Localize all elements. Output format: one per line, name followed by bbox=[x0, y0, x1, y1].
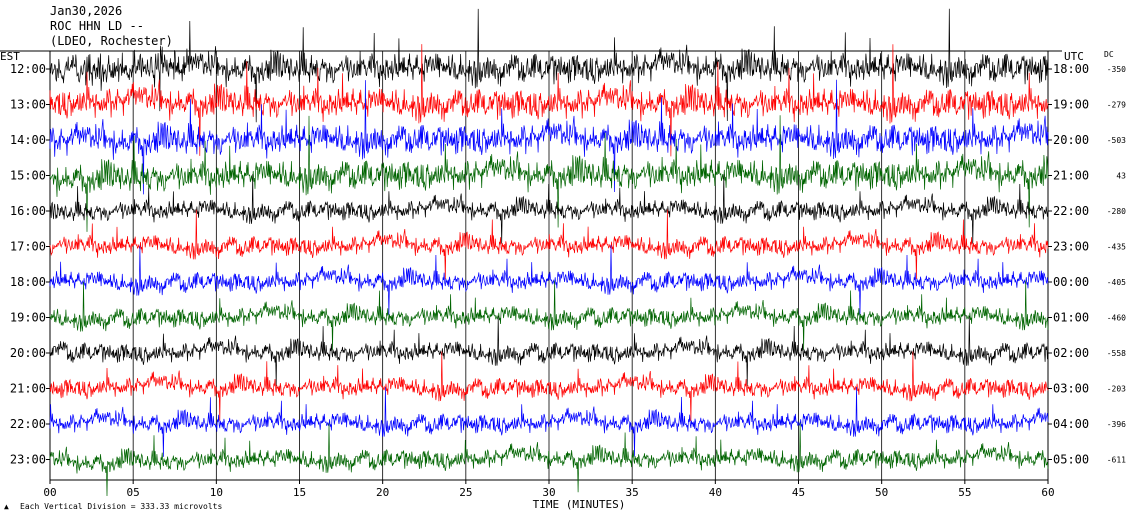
x-tick-label-35: 35 bbox=[626, 486, 639, 499]
trace-18:00 bbox=[49, 245, 1049, 315]
trace-17:00 bbox=[49, 209, 1049, 280]
utc-label-01:00: 01:00 bbox=[1053, 311, 1089, 325]
est-label-18:00: 18:00 bbox=[10, 275, 46, 289]
x-tick-label-00: 00 bbox=[43, 486, 56, 499]
utc-label-19:00: 19:00 bbox=[1053, 98, 1089, 112]
est-label-20:00: 20:00 bbox=[10, 346, 46, 360]
trace-20:00 bbox=[49, 315, 1049, 386]
est-label-14:00: 14:00 bbox=[10, 133, 46, 147]
trace-19:00 bbox=[49, 280, 1049, 351]
trace-15:00 bbox=[49, 115, 1049, 232]
date-label: Jan30,2026 bbox=[50, 4, 123, 18]
trace-14:00 bbox=[49, 79, 1049, 195]
x-tick-label-55: 55 bbox=[958, 486, 971, 499]
x-tick-label-40: 40 bbox=[709, 486, 722, 499]
utc-label-05:00: 05:00 bbox=[1053, 453, 1089, 467]
dc-value-3: 43 bbox=[1116, 172, 1126, 181]
trace-23:00 bbox=[49, 422, 1049, 497]
dc-value-1: -279 bbox=[1107, 101, 1126, 110]
scale-mark-icon: ▲ bbox=[4, 502, 9, 511]
dc-value-4: -280 bbox=[1107, 207, 1126, 216]
utc-label-02:00: 02:00 bbox=[1053, 346, 1089, 360]
utc-label-22:00: 22:00 bbox=[1053, 204, 1089, 218]
station-label: ROC HHN LD -- bbox=[50, 19, 144, 33]
trace-21:00 bbox=[49, 351, 1049, 422]
dc-value-6: -405 bbox=[1107, 278, 1126, 287]
utc-axis-title: UTC bbox=[1064, 50, 1084, 63]
dc-value-0: -350 bbox=[1107, 65, 1126, 74]
dc-value-11: -611 bbox=[1107, 456, 1126, 465]
x-tick-label-20: 20 bbox=[376, 486, 389, 499]
utc-label-00:00: 00:00 bbox=[1053, 275, 1089, 289]
x-tick-label-50: 50 bbox=[875, 486, 888, 499]
dc-value-5: -435 bbox=[1107, 243, 1126, 252]
est-label-12:00: 12:00 bbox=[10, 62, 46, 76]
est-label-13:00: 13:00 bbox=[10, 98, 46, 112]
est-label-17:00: 17:00 bbox=[10, 240, 46, 254]
x-tick-label-10: 10 bbox=[210, 486, 223, 499]
dc-value-7: -460 bbox=[1107, 314, 1126, 323]
dc-value-9: -203 bbox=[1107, 385, 1126, 394]
scale-note: Each Vertical Division = 333.33 microvol… bbox=[20, 502, 223, 511]
x-tick-label-15: 15 bbox=[293, 486, 306, 499]
est-label-23:00: 23:00 bbox=[10, 453, 46, 467]
trace-13:00 bbox=[49, 44, 1049, 157]
utc-label-03:00: 03:00 bbox=[1053, 382, 1089, 396]
est-label-15:00: 15:00 bbox=[10, 169, 46, 183]
x-tick-label-25: 25 bbox=[459, 486, 472, 499]
trace-16:00 bbox=[49, 174, 1049, 244]
trace-22:00 bbox=[49, 386, 1049, 457]
dc-value-10: -396 bbox=[1107, 420, 1126, 429]
est-label-21:00: 21:00 bbox=[10, 382, 46, 396]
utc-label-20:00: 20:00 bbox=[1053, 133, 1089, 147]
utc-label-21:00: 21:00 bbox=[1053, 169, 1089, 183]
utc-label-04:00: 04:00 bbox=[1053, 417, 1089, 431]
est-label-16:00: 16:00 bbox=[10, 204, 46, 218]
network-label: (LDEO, Rochester) bbox=[50, 34, 173, 48]
x-tick-label-60: 60 bbox=[1041, 486, 1054, 499]
utc-label-18:00: 18:00 bbox=[1053, 62, 1089, 76]
x-tick-label-05: 05 bbox=[127, 486, 140, 499]
est-axis-title: EST bbox=[0, 50, 20, 63]
x-tick-label-45: 45 bbox=[792, 486, 805, 499]
dc-value-2: -503 bbox=[1107, 136, 1126, 145]
dc-column-title: DC bbox=[1104, 50, 1114, 59]
est-label-19:00: 19:00 bbox=[10, 311, 46, 325]
trace-12:00 bbox=[49, 8, 1049, 123]
x-axis-title: TIME (MINUTES) bbox=[533, 498, 626, 511]
x-tick-label-30: 30 bbox=[542, 486, 555, 499]
utc-label-23:00: 23:00 bbox=[1053, 240, 1089, 254]
est-label-22:00: 22:00 bbox=[10, 417, 46, 431]
dc-value-8: -558 bbox=[1107, 349, 1126, 358]
